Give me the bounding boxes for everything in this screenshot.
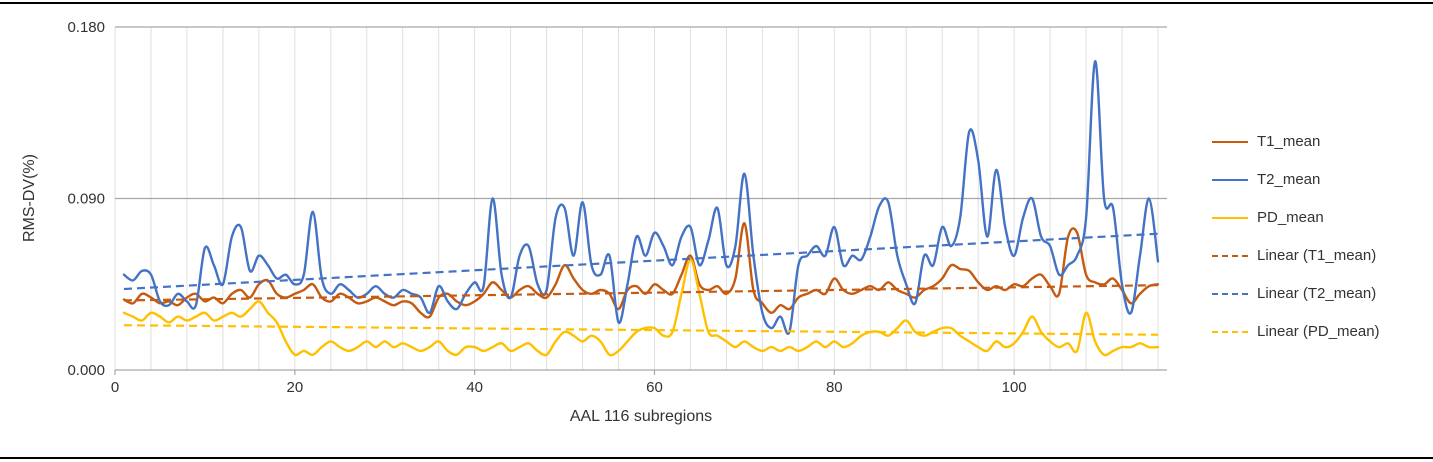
legend-item-T2_mean: T2_mean xyxy=(1212,169,1380,190)
legend: T1_mean T2_mean PD_mean Linear (T1_mean) Lin… xyxy=(1212,131,1380,342)
trendline-Linear (T1_mean) xyxy=(123,284,1159,302)
legend-swatch xyxy=(1212,216,1248,219)
series-PD_mean xyxy=(122,258,1160,357)
legend-label: PD_mean xyxy=(1257,209,1324,226)
top-border-rule xyxy=(0,2,1433,4)
trendline-Linear (PD_mean) xyxy=(123,324,1159,336)
legend-item-Linear (PD_mean): Linear (PD_mean) xyxy=(1212,321,1380,342)
x-axis-ticks: 0 20 40 60 80 100 xyxy=(111,370,1027,396)
x-tick-label: 60 xyxy=(646,379,663,396)
x-tick-label: 40 xyxy=(466,379,483,396)
legend-item-T1_mean: T1_mean xyxy=(1212,131,1380,152)
legend-label: T2_mean xyxy=(1257,171,1321,188)
legend-label: T1_mean xyxy=(1257,133,1321,150)
legend-item-Linear (T1_mean): Linear (T1_mean) xyxy=(1212,245,1380,266)
y-tick-label: 0.090 xyxy=(67,191,105,208)
legend-label: Linear (T1_mean) xyxy=(1257,247,1377,264)
legend-item-Linear (T2_mean): Linear (T2_mean) xyxy=(1212,283,1380,304)
y-tick-label: 0.000 xyxy=(67,362,105,379)
x-tick-label: 100 xyxy=(1002,379,1027,396)
trendline-Linear (T2_mean) xyxy=(123,232,1159,291)
legend-label: Linear (T2_mean) xyxy=(1257,285,1377,302)
legend-swatch xyxy=(1212,330,1248,333)
x-tick-label: 0 xyxy=(111,379,119,396)
x-axis-title: AAL 116 subregions xyxy=(569,408,713,425)
x-tick-label: 20 xyxy=(286,379,303,396)
y-axis-title: RMS-DV(%) xyxy=(21,154,38,242)
legend-swatch xyxy=(1212,254,1248,257)
series-T2_mean xyxy=(122,60,1160,335)
y-tick-label: 0.180 xyxy=(67,19,105,36)
legend-swatch xyxy=(1212,292,1248,295)
x-tick-label: 80 xyxy=(826,379,843,396)
legend-swatch xyxy=(1212,178,1248,181)
legend-item-PD_mean: PD_mean xyxy=(1212,207,1380,228)
y-axis-ticks: 0.000 0.090 0.180 xyxy=(67,19,105,379)
bottom-border-rule xyxy=(0,457,1433,459)
series-T1_mean xyxy=(122,222,1160,319)
legend-swatch xyxy=(1212,140,1248,143)
legend-label: Linear (PD_mean) xyxy=(1257,323,1380,340)
